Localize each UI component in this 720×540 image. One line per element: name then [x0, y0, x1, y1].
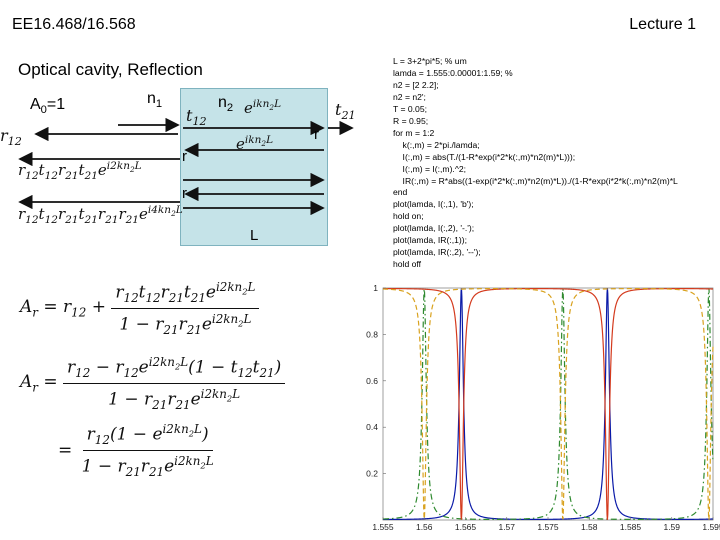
r-left-label-2: r: [182, 185, 187, 202]
equation-2: Ar = r12 − r12ei2kn2L(1 − t12t21) 1 − r2…: [20, 355, 286, 412]
code-line: R = 0.95;: [393, 115, 429, 126]
y-tick-label: 1: [373, 283, 378, 293]
cavity-length-label: L: [250, 227, 259, 244]
equation-3: = r12(1 − ei2kn2L) 1 − r21r21ei2kn2L: [58, 422, 214, 480]
code-line: T = 0.05;: [393, 103, 428, 114]
equation-1: Ar = r12 + r12t12r21t21ei2kn2L 1 − r21r2…: [20, 280, 260, 337]
x-tick-label: 1.56: [416, 522, 433, 532]
x-tick-label: 1.565: [455, 522, 477, 532]
t12-label: t12: [186, 106, 207, 129]
x-tick-label: 1.58: [581, 522, 598, 532]
a0-label: A0=1: [30, 96, 66, 117]
code-line: L = 3+2*pi*5; % um: [393, 56, 467, 66]
r12-label: r12: [0, 126, 22, 149]
second-reflection-term: r12t12r21t21ei2kn2L: [18, 160, 142, 182]
code-line: end: [393, 187, 408, 198]
r-left-label-1: r: [182, 148, 187, 165]
y-tick-label: 0.8: [366, 329, 378, 339]
code-line: plot(lamda, IR(:,2), '--');: [393, 247, 481, 258]
code-line: plot(lamda, I(:,2), '-.');: [393, 223, 475, 234]
code-line: for m = 1:2: [393, 127, 435, 138]
y-tick-label: 0.2: [366, 469, 378, 479]
slide-title: Optical cavity, Reflection: [18, 60, 203, 79]
spectrum-chart: 1.555 1.56 1.565 1.57 1.575 1.58 1.585 1.59 1.59…: [366, 283, 720, 532]
series-line-reflection-2: [383, 288, 714, 521]
y-tick-label: 0.4: [366, 422, 378, 432]
x-tick-label: 1.595: [702, 522, 720, 532]
t21-label: t21: [335, 100, 356, 123]
matlab-code-block: L = 3+2*pi*5; % um lamda = 1.555:0.00001:…: [393, 56, 720, 271]
phase-factor-mid: eikn2L: [236, 134, 274, 153]
code-line: n2 = n2';: [393, 91, 426, 102]
cavity-region: [180, 88, 328, 246]
code-line: plot(lamda, I(:,1), 'b');: [393, 199, 474, 210]
x-tick-label: 1.555: [372, 522, 394, 532]
code-line: lamda = 1.555:0.00001:1.59; %: [393, 67, 513, 78]
r-right-label: r: [314, 126, 319, 143]
course-code: EE16.468/16.568: [12, 16, 136, 33]
n2-label: n2: [218, 94, 234, 115]
x-tick-label: 1.59: [663, 522, 680, 532]
third-reflection-term: r12t12r21t21r21r21ei4kn2L: [18, 204, 183, 226]
n1-label: n1: [147, 90, 163, 111]
ray-arrows: [18, 117, 354, 216]
code-line: IR(:,m) = R*abs((1-exp(i*2*k(:,m)*n2(m)*…: [393, 175, 678, 186]
code-line: I(:,m) = abs(T./(1-R*exp(i*2*k(:,m)*n2(m…: [393, 151, 576, 162]
y-tick-label: 0.6: [366, 376, 378, 386]
code-line: plot(lamda, IR(:,1));: [393, 235, 468, 246]
x-tick-label: 1.575: [537, 522, 559, 532]
x-tick-label: 1.585: [620, 522, 642, 532]
x-tick-label: 1.57: [498, 522, 515, 532]
code-line: n2 = [2 2.2];: [393, 79, 439, 90]
code-line: hold off: [393, 259, 422, 270]
code-line: hold on;: [393, 211, 424, 222]
code-line: I(:,m) = I(:,m).^2;: [393, 163, 467, 174]
code-line: k(:,m) = 2*pi./lamda;: [393, 139, 480, 150]
phase-factor-top: eikn2L: [244, 98, 282, 117]
lecture-label: Lecture 1: [629, 16, 696, 33]
